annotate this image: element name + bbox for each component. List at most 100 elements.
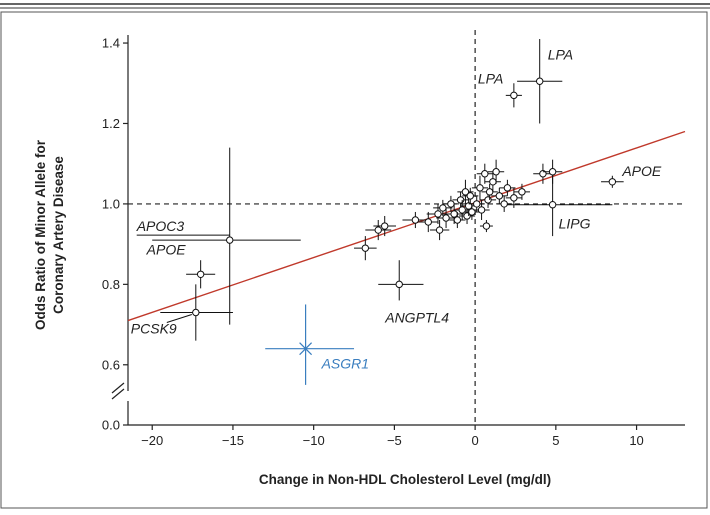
data-point — [477, 206, 486, 214]
data-point-group — [488, 159, 505, 184]
x-tick-label: −10 — [303, 433, 325, 448]
data-point-group — [484, 171, 501, 192]
data-point-group — [378, 260, 424, 301]
y-tick-label: 1.4 — [102, 36, 120, 51]
data-point-group — [481, 183, 498, 200]
regression-line-group — [127, 130, 686, 322]
point-label: APOE — [621, 163, 662, 179]
data-point-group — [499, 179, 516, 196]
data-point — [548, 201, 557, 209]
data-point — [608, 178, 617, 186]
x-axis-title: Change in Non-HDL Cholesterol Level (mg/… — [259, 472, 551, 487]
data-point — [510, 194, 518, 202]
data-point-group — [471, 175, 489, 200]
x-tick-label: 0 — [471, 433, 478, 448]
reference-lines — [128, 30, 685, 425]
data-point-group — [402, 211, 429, 229]
data-point — [192, 308, 200, 317]
data-point — [468, 208, 476, 216]
data-point — [518, 188, 526, 196]
y-axis-break-mark-1 — [111, 382, 125, 394]
data-point-group — [473, 199, 490, 220]
data-point — [489, 178, 497, 186]
data-point — [424, 218, 432, 226]
data-point-group — [601, 175, 624, 188]
data-point-group — [491, 187, 508, 204]
data-point — [450, 210, 458, 218]
data-point-group — [513, 183, 531, 200]
x-tick-label: −5 — [387, 433, 402, 448]
y-tick-label: 1.2 — [102, 116, 120, 131]
data-point — [500, 200, 508, 208]
point-label: APOC3 — [136, 218, 185, 234]
data-point — [461, 188, 470, 196]
point-label: APOE — [146, 241, 187, 257]
chart-border — [0, 11, 708, 509]
data-point-group — [457, 179, 474, 204]
x-tick-label: 10 — [629, 433, 643, 448]
regression-line — [127, 130, 686, 322]
y-tick-label: 0.8 — [102, 277, 120, 292]
asgr1-star-mark — [299, 342, 313, 356]
data-point-group — [468, 195, 485, 212]
point-label: PCSK9 — [131, 321, 177, 337]
data-point-group — [429, 220, 450, 241]
x-tick-label: −15 — [222, 433, 244, 448]
y-tick-label: 1.0 — [102, 196, 120, 211]
data-point-group — [449, 211, 466, 229]
data-point — [535, 77, 544, 85]
y-axis-title-line-2: Coronary Artery Disease — [51, 156, 66, 314]
data-point-group — [160, 284, 233, 341]
axes: 0.0 0.6 0.8 1.0 1.2 1.4 −20 −15 −10 −5 0 5 10 — [102, 35, 685, 448]
data-point-group — [458, 207, 476, 225]
data-points — [152, 39, 624, 385]
data-point — [226, 236, 234, 244]
data-point — [361, 244, 370, 252]
data-point — [395, 280, 403, 289]
data-point-group — [505, 83, 522, 108]
point-label: LPA — [548, 46, 573, 62]
x-tick-label: −20 — [141, 433, 163, 448]
data-point-group — [454, 199, 471, 220]
data-point — [453, 216, 462, 224]
data-point-group — [476, 163, 493, 184]
data-point — [510, 91, 518, 100]
data-point-group — [418, 211, 438, 233]
data-point — [381, 222, 389, 230]
data-point-group — [505, 187, 522, 208]
data-point — [196, 270, 205, 278]
point-label: LIPG — [559, 216, 591, 232]
data-point — [442, 214, 450, 222]
data-point — [447, 200, 455, 208]
data-point-group — [365, 220, 392, 241]
data-point — [503, 184, 512, 192]
data-point-group — [186, 260, 216, 289]
data-point-group — [442, 195, 459, 212]
data-point-group — [152, 147, 301, 325]
y-tick-label: 0.6 — [102, 357, 120, 372]
asgr1-point-group — [265, 304, 355, 385]
y-axis-title-line-1: Odds Ratio of Minor Allele for — [33, 139, 48, 330]
y-axis-break-mark-2 — [111, 388, 125, 400]
data-point-group — [462, 187, 479, 204]
y-tick-label: 0.0 — [102, 418, 120, 433]
data-point — [435, 226, 444, 234]
data-point — [473, 200, 481, 208]
data-point — [439, 204, 447, 212]
data-point — [374, 226, 382, 234]
data-point-group — [354, 236, 377, 261]
data-point — [482, 222, 491, 230]
point-label: ANGPTL4 — [384, 309, 449, 325]
data-point-group — [373, 215, 397, 237]
point-label: LPA — [478, 70, 503, 86]
data-point — [495, 192, 504, 200]
data-point-group — [542, 159, 563, 184]
label-leader-line — [166, 314, 192, 323]
asgr1-label: ASGR1 — [321, 356, 369, 372]
data-point — [485, 188, 494, 196]
data-point-group — [463, 203, 480, 220]
data-point-group — [496, 195, 513, 212]
data-point — [466, 192, 474, 200]
